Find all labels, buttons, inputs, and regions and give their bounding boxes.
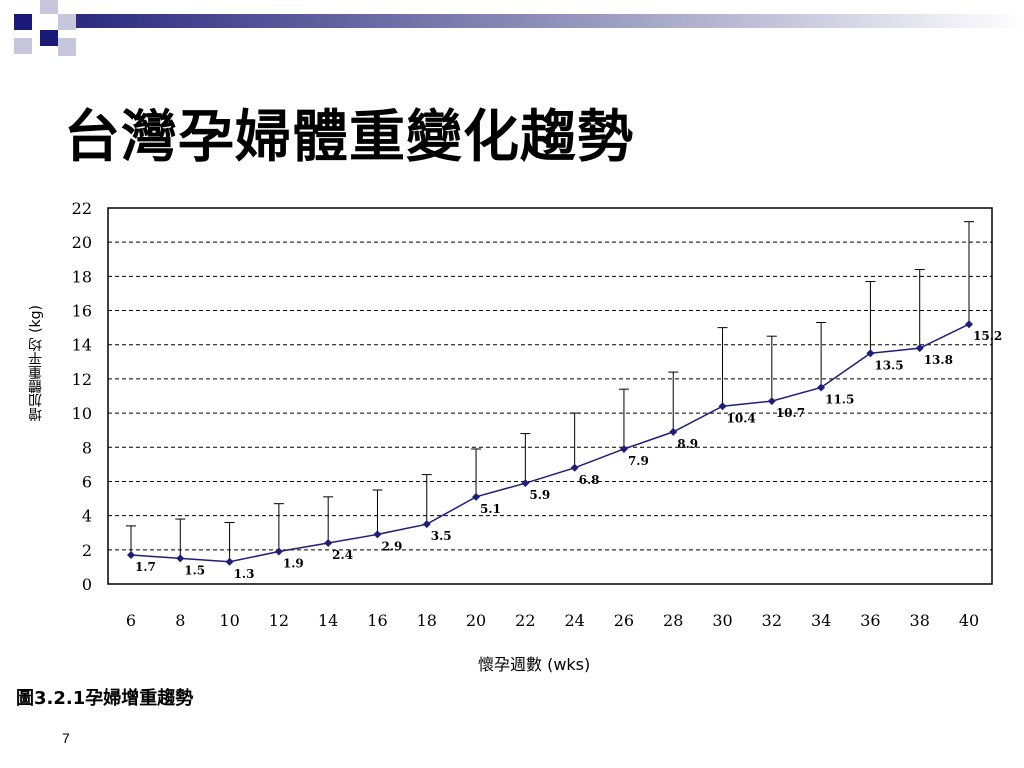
- y-axis-label: 增加體重平均 (kg): [28, 305, 44, 422]
- x-tick-label: 6: [126, 611, 136, 630]
- x-tick-label: 26: [614, 611, 634, 630]
- data-label: 13.8: [924, 353, 953, 367]
- x-tick-label: 38: [910, 611, 930, 630]
- data-point-marker: [570, 463, 579, 472]
- data-label: 10.4: [727, 411, 756, 425]
- deco-square-light-4: [58, 38, 76, 56]
- x-tick-label: 24: [564, 611, 584, 630]
- x-tick-label: 16: [367, 611, 387, 630]
- data-point-marker: [127, 550, 135, 559]
- data-point-marker: [619, 444, 628, 453]
- y-tick-label: 8: [82, 438, 92, 457]
- data-point-marker: [915, 344, 924, 353]
- y-tick-label: 18: [72, 267, 92, 286]
- deco-square-light-3: [14, 38, 32, 54]
- data-point-marker: [521, 479, 530, 488]
- x-tick-label: 22: [515, 611, 535, 630]
- figure-caption: 圖3.2.1孕婦增重趨勢: [16, 688, 194, 709]
- data-point-marker: [373, 530, 382, 539]
- data-point-marker: [472, 492, 481, 501]
- data-label: 5.1: [480, 502, 501, 516]
- data-point-marker: [767, 397, 776, 406]
- data-label: 1.3: [234, 567, 255, 581]
- data-label: 5.9: [529, 488, 550, 502]
- slide-header-decoration: [14, 0, 1024, 56]
- data-label: 1.5: [184, 563, 205, 577]
- deco-square-light-2: [58, 14, 76, 30]
- data-point-marker: [817, 383, 826, 392]
- y-tick-label: 2: [82, 541, 92, 560]
- y-tick-label: 4: [82, 507, 92, 526]
- plot-area-frame: [107, 207, 993, 585]
- y-tick-label: 0: [82, 575, 92, 594]
- data-point-marker: [718, 402, 727, 411]
- data-label: 8.9: [677, 437, 698, 451]
- data-label: 3.5: [431, 529, 452, 543]
- data-label: 1.7: [135, 560, 156, 574]
- header-gradient-bar: [76, 14, 1024, 28]
- data-point-marker: [669, 427, 678, 436]
- data-label: 6.8: [579, 473, 600, 487]
- x-tick-label: 10: [219, 611, 239, 630]
- data-label: 13.5: [874, 358, 903, 372]
- x-tick-label: 20: [466, 611, 486, 630]
- x-tick-label: 18: [417, 611, 437, 630]
- x-tick-label: 14: [318, 611, 338, 630]
- x-tick-label: 8: [175, 611, 185, 630]
- x-tick-label: 12: [269, 611, 289, 630]
- data-label: 11.5: [825, 392, 854, 406]
- y-tick-label: 22: [72, 199, 92, 218]
- y-tick-label: 16: [72, 302, 92, 321]
- y-tick-label: 14: [72, 336, 92, 355]
- deco-square-dark-1: [14, 14, 32, 30]
- x-tick-label: 40: [959, 611, 979, 630]
- x-tick-label: 28: [663, 611, 683, 630]
- data-label: 15.2: [973, 329, 1002, 343]
- data-point-marker: [866, 349, 875, 358]
- data-label: 2.9: [381, 539, 402, 553]
- x-tick-label: 30: [712, 611, 732, 630]
- y-tick-label: 10: [72, 404, 92, 423]
- data-label: 10.7: [776, 406, 805, 420]
- data-point-marker: [225, 557, 234, 566]
- series-line: [130, 323, 970, 563]
- y-tick-label: 20: [72, 233, 92, 252]
- data-point-marker: [274, 547, 283, 556]
- page-number: 7: [62, 730, 70, 746]
- x-axis-label: 懷孕週數 (wks): [478, 655, 591, 674]
- data-point-marker: [422, 520, 431, 529]
- y-tick-label: 6: [82, 472, 92, 491]
- y-tick-label: 12: [72, 370, 92, 389]
- x-tick-label: 34: [811, 611, 831, 630]
- data-point-marker: [176, 554, 185, 563]
- x-tick-label: 36: [860, 611, 880, 630]
- x-tick-label: 32: [762, 611, 782, 630]
- slide-title: 台灣孕婦體重變化趨勢: [64, 105, 634, 170]
- data-label: 1.9: [283, 557, 304, 571]
- data-point-marker: [965, 320, 973, 329]
- deco-square-light-1: [40, 0, 58, 14]
- data-label: 2.4: [332, 548, 353, 562]
- deco-square-dark-2: [40, 30, 58, 46]
- data-label: 7.9: [628, 454, 649, 468]
- data-point-marker: [324, 538, 333, 547]
